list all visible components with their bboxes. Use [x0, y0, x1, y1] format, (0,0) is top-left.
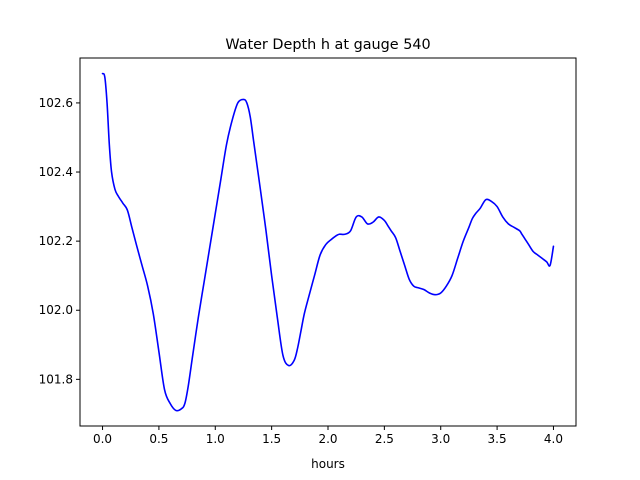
y-tick-label: 102.4 — [39, 165, 73, 179]
y-tick-label: 102.0 — [39, 303, 73, 317]
x-tick-label: 3.5 — [488, 432, 507, 446]
x-tick-label: 0.5 — [149, 432, 168, 446]
x-tick-label: 2.0 — [318, 432, 337, 446]
y-tick-label: 101.8 — [39, 372, 73, 386]
y-tick-label: 102.6 — [39, 96, 73, 110]
x-tick-label: 1.5 — [262, 432, 281, 446]
plot-area: 0.0 0.5 1.0 1.5 2.0 2.5 3.0 3.5 4.0 101.8 102.0 102… — [39, 72, 563, 446]
x-tick-label: 2.5 — [375, 432, 394, 446]
x-tick-label: 1.0 — [206, 432, 225, 446]
x-tick-label: 3.0 — [431, 432, 450, 446]
axes-frame — [79, 57, 577, 427]
x-axis-label: hours — [311, 457, 345, 471]
series-line — [101, 72, 555, 412]
x-tick-label: 4.0 — [544, 432, 563, 446]
x-tick-label: 0.0 — [93, 432, 112, 446]
y-tick-label: 102.2 — [39, 234, 73, 248]
chart-title: Water Depth h at gauge 540 — [225, 37, 430, 53]
